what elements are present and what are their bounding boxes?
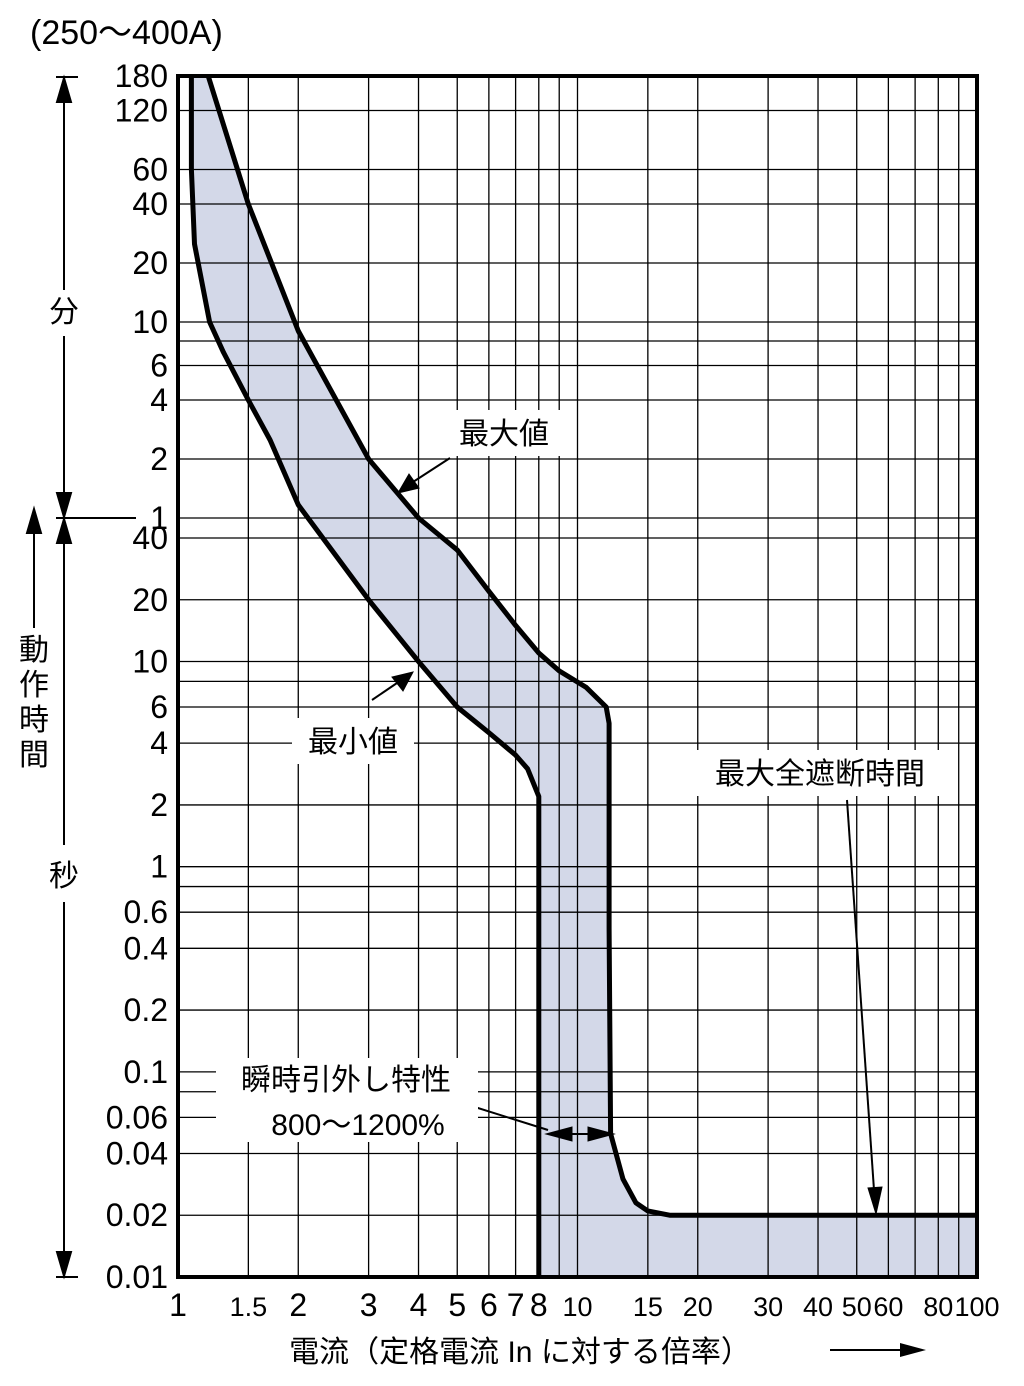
min-curve <box>188 76 542 1277</box>
x-tick-label: 2 <box>289 1287 307 1323</box>
y-tick-label: 6 <box>150 347 168 383</box>
operating-band <box>191 76 977 1277</box>
max-curve <box>205 75 977 1218</box>
seconds-arrow-down <box>55 1251 73 1280</box>
x-tick-label: 80 <box>923 1292 953 1322</box>
max-pointer-line <box>412 457 451 483</box>
x-tick-label: 60 <box>873 1292 903 1322</box>
x-tick-label: 1.5 <box>230 1292 268 1322</box>
y-tick-label: 180 <box>115 58 168 94</box>
y-axis-label-char: 間 <box>19 739 49 772</box>
y-tick-label: 0.4 <box>124 930 168 966</box>
min-label-bg <box>292 718 414 764</box>
y-tick-label: 4 <box>150 725 168 761</box>
max-label: 最大値 <box>459 418 549 451</box>
interrupt-label-bg <box>692 750 948 796</box>
x-tick-label: 8 <box>530 1287 548 1323</box>
max-pointer-head <box>396 473 420 494</box>
interrupt-pointer-head <box>867 1186 883 1216</box>
y-tick-label: 40 <box>132 186 168 222</box>
y-tick-label: 2 <box>150 787 168 823</box>
y-tick-label: 2 <box>150 441 168 477</box>
x-tick-label: 50 <box>842 1292 872 1322</box>
instant-label-line2: 800〜1200% <box>271 1109 444 1142</box>
y-tick-label: 1 <box>150 849 168 885</box>
y-tick-label: 10 <box>132 644 168 680</box>
y-tick-label: 0.01 <box>106 1259 168 1295</box>
x-tick-label: 6 <box>480 1287 498 1323</box>
y-tick-label: 4 <box>150 382 168 418</box>
y-tick-label: 0.6 <box>124 894 168 930</box>
x-tick-label: 10 <box>562 1292 592 1322</box>
min-pointer-head <box>391 671 414 692</box>
x-tick-label: 40 <box>803 1292 833 1322</box>
x-tick-label: 7 <box>507 1287 525 1323</box>
plot-frame <box>176 74 979 1279</box>
annotations <box>371 457 883 1216</box>
minutes-arrow-up <box>55 74 73 103</box>
instant-label-bg <box>216 1058 478 1142</box>
max-label-bg <box>445 410 563 456</box>
minutes-arrow-down <box>55 492 73 521</box>
y-tick-label: 10 <box>132 304 168 340</box>
x-tick-label: 1 <box>169 1287 187 1323</box>
y-tick-label: 0.2 <box>124 992 168 1028</box>
x-tick-label: 4 <box>410 1287 428 1323</box>
curves <box>188 75 977 1277</box>
unit-arrows <box>25 74 136 1280</box>
y-tick-label: 120 <box>115 93 168 129</box>
y-tick-label: 0.04 <box>106 1135 168 1171</box>
operating-time-arrow-head <box>25 505 43 534</box>
y-tick-label: 20 <box>132 245 168 281</box>
x-tick-labels: 1 1.5 2 3 4 5 6 7 8 10 15 20 30 40 50 60 80 100 <box>169 1287 999 1323</box>
y-tick-label: 1 <box>150 500 168 536</box>
y-tick-label: 6 <box>150 689 168 725</box>
y-tick-label: 40 <box>132 520 168 556</box>
y-tick-label: 0.1 <box>124 1054 168 1090</box>
min-label: 最小値 <box>308 726 398 759</box>
seconds-unit-label: 秒 <box>49 860 79 893</box>
y-tick-label: 0.02 <box>106 1197 168 1233</box>
x-tick-label: 3 <box>360 1287 378 1323</box>
instant-range-arrow-right <box>587 1126 616 1142</box>
y-tick-label: 60 <box>132 152 168 188</box>
interrupt-pointer-line <box>846 799 875 1191</box>
seconds-arrow-up <box>55 515 73 544</box>
instant-label-line1: 瞬時引外し特性 <box>241 1064 451 1097</box>
y-tick-labels: 18012060402010642140201064210.60.40.20.1… <box>106 58 168 1295</box>
y-axis-label-char: 時 <box>19 704 49 737</box>
y-axis-label-char: 作 <box>19 669 49 702</box>
y-axis-label-char: 動 <box>19 634 49 667</box>
y-tick-label: 20 <box>132 582 168 618</box>
x-tick-label: 30 <box>753 1292 783 1322</box>
min-pointer-line <box>371 682 398 701</box>
instant-range-arrow-left <box>544 1126 573 1142</box>
minutes-unit-label: 分 <box>49 296 79 329</box>
x-tick-label: 100 <box>954 1292 999 1322</box>
x-axis-arrow-head <box>900 1343 926 1357</box>
x-tick-label: 15 <box>633 1292 663 1322</box>
y-tick-label: 0.06 <box>106 1099 168 1135</box>
x-axis-label: 電流（定格電流 In に対する倍率） <box>289 1336 751 1369</box>
chart-title: (250〜400A) <box>30 14 223 52</box>
operating-band-fill <box>191 76 977 1277</box>
interrupt-label: 最大全遮断時間 <box>715 758 925 791</box>
x-tick-label: 20 <box>683 1292 713 1322</box>
x-tick-label: 5 <box>448 1287 466 1323</box>
y-axis-label: 動作時間 <box>19 634 49 772</box>
